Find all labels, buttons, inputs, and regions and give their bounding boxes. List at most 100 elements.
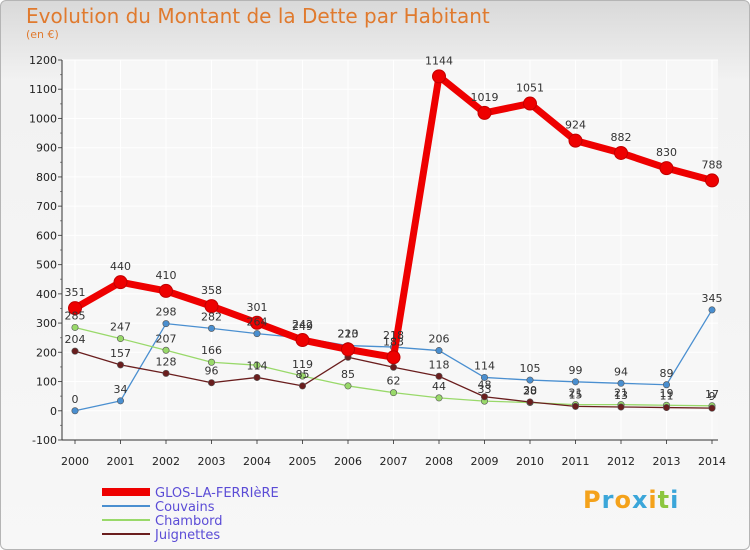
tick-label-x: 2009 — [471, 455, 499, 468]
tick-label-y: -100 — [32, 434, 57, 447]
data-label: 0 — [72, 393, 79, 406]
data-label: 44 — [432, 380, 446, 393]
data-label: 30 — [523, 384, 537, 397]
data-label: 85 — [341, 368, 355, 381]
data-label: 157 — [110, 347, 131, 360]
data-point — [480, 393, 488, 401]
data-point — [113, 275, 128, 290]
logo-letter: P — [583, 486, 602, 514]
data-label: 223 — [338, 328, 359, 341]
data-point — [614, 145, 628, 160]
data-label: 118 — [429, 358, 450, 371]
data-label: 105 — [520, 362, 541, 375]
tick-label-y: 100 — [36, 376, 57, 389]
tick-label-x: 2014 — [698, 455, 726, 468]
data-point — [435, 347, 443, 355]
legend: GLOS-LA-FERRIèRECouvainsChambordJuignett… — [102, 486, 279, 543]
tick-label-x: 2000 — [61, 455, 89, 468]
data-label: 1051 — [516, 82, 544, 95]
tick-label-y: 1000 — [29, 112, 57, 125]
data-label: 247 — [110, 321, 131, 334]
data-point — [568, 133, 583, 148]
data-point — [162, 369, 170, 377]
data-label: 204 — [65, 333, 86, 346]
data-label: 249 — [292, 320, 313, 333]
data-label: 114 — [247, 359, 268, 372]
data-point — [253, 361, 261, 369]
data-point — [298, 372, 306, 380]
data-label: 207 — [156, 332, 177, 345]
data-point — [208, 324, 216, 332]
data-label: 924 — [565, 119, 586, 132]
data-label: 218 — [383, 329, 404, 342]
data-point — [480, 373, 488, 381]
data-label: 85 — [296, 368, 310, 381]
data-label: 34 — [114, 383, 128, 396]
chart-unit: (en €) — [26, 28, 59, 41]
legend-label: Chambord — [155, 514, 223, 529]
data-label: 21 — [614, 387, 628, 400]
data-point — [571, 402, 579, 410]
data-label: 96 — [205, 365, 219, 378]
data-label: 1019 — [471, 91, 499, 104]
data-point — [708, 306, 716, 314]
data-label: 301 — [247, 301, 268, 314]
data-label: 1144 — [425, 54, 453, 67]
data-point — [344, 382, 352, 390]
data-label: 282 — [201, 310, 222, 323]
data-point — [117, 397, 125, 405]
data-label: 410 — [156, 269, 177, 282]
data-label: 13 — [614, 389, 628, 402]
tick-label-y: 200 — [36, 346, 57, 359]
tick-label-y: 600 — [36, 229, 57, 242]
data-point — [68, 301, 82, 316]
data-label: 17 — [705, 388, 719, 401]
tick-label-y: 700 — [36, 200, 57, 213]
tick-label-x: 2012 — [607, 455, 635, 468]
data-point — [662, 381, 670, 389]
data-point — [523, 96, 537, 111]
legend-label: GLOS-LA-FERRIèRE — [155, 486, 279, 501]
tick-label-y: 800 — [36, 171, 57, 184]
data-point — [435, 394, 443, 402]
data-point — [250, 315, 264, 330]
data-label: 830 — [656, 146, 677, 159]
data-label: 128 — [156, 355, 177, 368]
data-label: 19 — [660, 387, 674, 400]
tick-label-x: 2004 — [243, 455, 271, 468]
tick-label-y: 1200 — [29, 54, 57, 67]
tick-label-x: 2011 — [562, 455, 590, 468]
data-point — [162, 346, 170, 354]
data-label: 351 — [65, 286, 86, 299]
axes: -100010020030040050060070080090010001100… — [29, 54, 726, 468]
data-point — [162, 320, 170, 328]
data-point — [341, 342, 355, 357]
data-label: 345 — [702, 292, 723, 305]
data-point — [204, 299, 219, 314]
data-label: 119 — [292, 358, 313, 371]
tick-label-x: 2006 — [334, 455, 362, 468]
data-point — [662, 404, 670, 412]
tick-label-y: 1100 — [29, 83, 57, 96]
logo-letter: r — [601, 486, 615, 514]
data-point — [389, 363, 397, 371]
data-label: 15 — [569, 388, 583, 401]
legend-label: Juignettes — [154, 528, 220, 543]
logo-letter: t — [657, 486, 671, 514]
data-label: 166 — [201, 344, 222, 357]
data-label: 114 — [474, 359, 495, 372]
data-label: 285 — [65, 309, 86, 322]
data-point — [435, 372, 443, 380]
data-point — [526, 376, 534, 384]
data-label: 264 — [247, 316, 268, 329]
tick-label-y: 300 — [36, 317, 57, 330]
data-label: 11 — [660, 390, 674, 403]
tick-label-y: 500 — [36, 259, 57, 272]
data-point — [477, 105, 492, 120]
chart-title: Evolution du Montant de la Dette par Hab… — [26, 4, 490, 28]
data-point — [659, 161, 674, 176]
logo-letter: o — [614, 486, 632, 514]
data-label: 89 — [660, 367, 674, 380]
data-label: 440 — [110, 260, 131, 273]
data-point — [295, 333, 310, 348]
